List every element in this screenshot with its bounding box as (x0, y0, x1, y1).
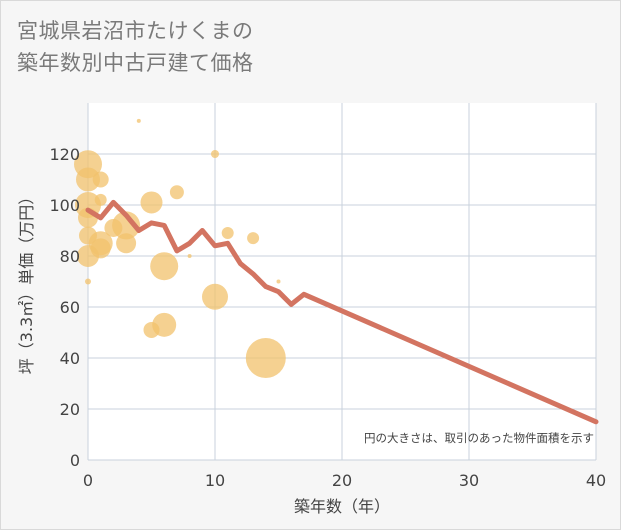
bubble-point (76, 167, 100, 192)
bubble-point (247, 232, 260, 245)
bubble-point (79, 226, 97, 245)
y-tick-label: 120 (49, 145, 80, 164)
y-tick-label: 20 (60, 400, 80, 419)
y-tick-label: 0 (70, 451, 80, 470)
bubble-series (74, 118, 286, 378)
x-tick-label: 20 (332, 471, 352, 490)
bubble-point (136, 118, 141, 123)
bubble-point (276, 279, 281, 284)
x-axis-title: 築年数（年） (294, 497, 390, 516)
y-tick-label: 80 (60, 247, 80, 266)
bubble-point (94, 193, 107, 206)
x-tick-label: 40 (586, 471, 606, 490)
y-axis-title: 坪（3.3㎡）単価（万円） (17, 189, 36, 374)
bubble-point (92, 171, 109, 188)
y-tick-label: 60 (60, 298, 80, 317)
bubble-point (90, 238, 111, 259)
bubble-point (116, 233, 137, 254)
y-tick-labels: 0 20 40 60 80 100 120 (49, 145, 80, 470)
bubble-point (211, 150, 219, 158)
x-tick-label: 10 (205, 471, 225, 490)
chart-title-line-1: 宮城県岩沼市たけくまの (17, 19, 254, 43)
bubble-point (85, 278, 91, 285)
x-tick-labels: 0 10 20 30 40 (83, 471, 606, 490)
bubble-size-note: 円の大きさは、取引のあった物件面積を示す (364, 431, 594, 445)
bubble-point (221, 227, 234, 240)
chart-title-line-2: 築年数別中古戸建て価格 (17, 51, 254, 75)
x-tick-label: 0 (83, 471, 93, 490)
bubble-point (104, 218, 123, 237)
y-tick-label: 100 (49, 196, 80, 215)
y-tick-label: 40 (60, 349, 80, 368)
chart-title: 宮城県岩沼市たけくまの 築年数別中古戸建て価格 (17, 15, 254, 79)
bubble-point (169, 185, 184, 200)
bubble-point (143, 321, 160, 338)
bubble-point (245, 338, 286, 378)
bubble-point (202, 283, 228, 310)
bubble-point (187, 254, 192, 258)
bubble-point (140, 191, 163, 214)
x-tick-label: 30 (459, 471, 479, 490)
bubble-point (150, 252, 179, 281)
price-trend-line (85, 199, 599, 425)
